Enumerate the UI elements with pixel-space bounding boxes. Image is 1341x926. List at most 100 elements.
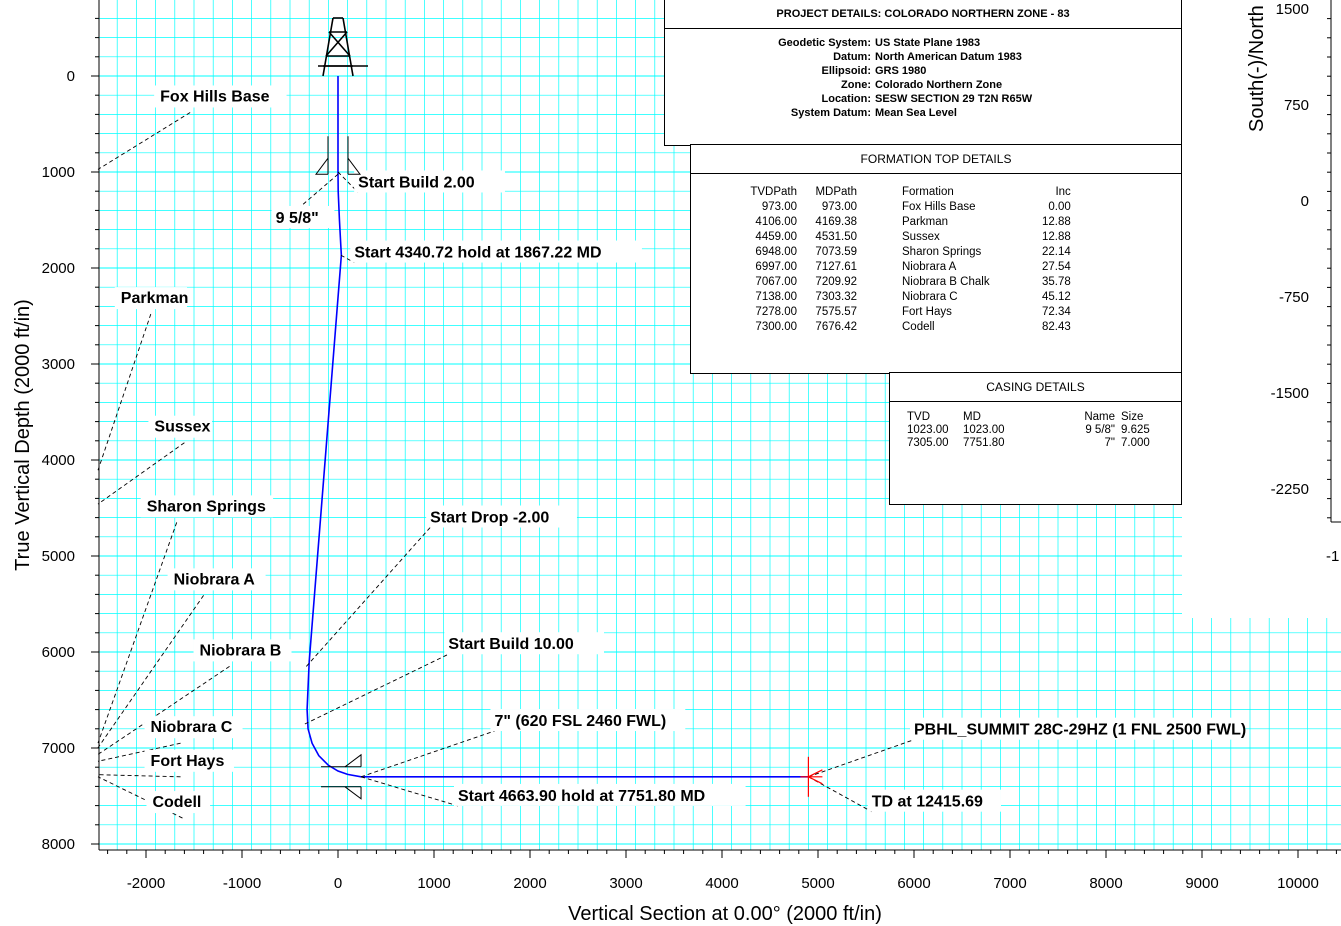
table-cell: Sussex xyxy=(902,231,940,243)
table-cell: 7067.00 xyxy=(755,276,797,288)
formation-label-bg xyxy=(114,287,187,310)
annotation-leader-line xyxy=(808,739,915,778)
annotation-label: Start 4340.72 hold at 1867.22 MD xyxy=(354,245,601,262)
annotation-label-bg xyxy=(271,206,335,228)
x-tick-label: 9000 xyxy=(1185,875,1218,892)
y-tick-label: 3000 xyxy=(42,356,75,373)
y-tick-label: 4000 xyxy=(42,452,75,469)
table-cell: 12.88 xyxy=(1042,216,1071,228)
table-cell: Niobrara A xyxy=(902,261,957,273)
annotation-label-bg xyxy=(867,789,1001,812)
x-tick-label: -2000 xyxy=(127,875,165,892)
project-details-box: PROJECT DETAILS: COLORADO NORTHERN ZONE … xyxy=(664,0,1182,146)
table-cell: 973.00 xyxy=(821,201,857,213)
x-tick-label: 3000 xyxy=(609,875,642,892)
project-key: Zone: xyxy=(841,79,871,91)
formation-label: Parkman xyxy=(121,290,189,307)
table-cell: 1023.00 xyxy=(907,424,949,436)
x-tick-label: 5000 xyxy=(801,875,834,892)
formation-leader-line xyxy=(97,112,191,170)
project-key: Ellipsoid: xyxy=(821,65,872,77)
rig-brace xyxy=(328,31,351,57)
pbhl-target-marker xyxy=(800,756,823,797)
formation-label: Fox Hills Base xyxy=(160,88,269,105)
table-cell: 7300.00 xyxy=(755,321,797,333)
table-cell: 45.12 xyxy=(1042,291,1071,303)
x-tick-label: 6000 xyxy=(897,875,930,892)
casing-shoe-7 xyxy=(321,753,362,800)
formation-leader-line xyxy=(97,595,204,748)
table-cell: 7751.80 xyxy=(963,437,1005,449)
y-tick-label: 6000 xyxy=(42,644,75,661)
formation-leader-line xyxy=(97,774,181,778)
table-row: 4106.00 4169.38 Parkman 12.88 xyxy=(739,215,1071,230)
annotation-label-bg xyxy=(350,240,642,263)
inset-background xyxy=(1220,505,1341,618)
x-tick-label: 4000 xyxy=(705,875,738,892)
table-cell: 973.00 xyxy=(761,201,797,213)
formation-label: Niobrara B xyxy=(200,642,282,659)
casing-details-title: CASING DETAILS xyxy=(890,373,1181,402)
y-tick-label: 7000 xyxy=(42,740,75,757)
table-cell: Niobrara C xyxy=(902,291,958,303)
inset-y-tick-label: 750 xyxy=(1284,97,1309,114)
formation-top-details-title: FORMATION TOP DETAILS xyxy=(691,145,1181,174)
annotation-label: TD at 12415.69 xyxy=(872,794,983,811)
rig-leg-left xyxy=(322,17,334,77)
y-tick-label: 2000 xyxy=(42,260,75,277)
well-path-line xyxy=(306,76,809,778)
table-cell: 7.000 xyxy=(1121,437,1150,449)
annotation-label: Start Drop -2.00 xyxy=(430,510,549,527)
formation-top-details-box: FORMATION TOP DETAILS TVDPath MDPath For… xyxy=(690,144,1182,374)
formation-label: Sharon Springs xyxy=(147,498,266,515)
table-cell: 7575.57 xyxy=(815,306,857,318)
table-row: 7138.00 7303.32 Niobrara C 45.12 xyxy=(739,290,1071,305)
formation-label-bg xyxy=(140,495,274,518)
column-header: TVD xyxy=(907,411,930,423)
table-cell: 4106.00 xyxy=(755,216,797,228)
project-details-title: PROJECT DETAILS: COLORADO NORTHERN ZONE … xyxy=(665,0,1181,29)
table-header-row: TVDPath MDPath Formation Inc xyxy=(739,185,1070,200)
inset-y-tick-label: -2250 xyxy=(1271,481,1309,498)
column-header: MD xyxy=(963,411,981,423)
table-cell: 6997.00 xyxy=(755,261,797,273)
formation-label-bg xyxy=(144,749,234,772)
project-value: SESW SECTION 29 T2N R65W xyxy=(875,93,1033,105)
x-tick-label: 1000 xyxy=(417,875,450,892)
project-value: Mean Sea Level xyxy=(875,107,957,119)
annotation-label-bg xyxy=(490,709,686,732)
y-tick-label: 8000 xyxy=(42,836,75,853)
project-key: Geodetic System: xyxy=(778,37,871,49)
project-key: Location: xyxy=(821,93,872,105)
formation-leader-line xyxy=(97,742,181,762)
table-cell: 9.625 xyxy=(1121,424,1150,436)
project-key: System Datum: xyxy=(790,107,871,119)
rig-brace xyxy=(325,31,348,57)
inset-y-axis-title: South(-)/North xyxy=(1246,5,1268,132)
table-cell: 7303.32 xyxy=(815,291,857,303)
shoe-triangle xyxy=(315,157,329,175)
casing-table: TVD MD Name Size 1023.00 1023.00 9 5/8" 9.6… xyxy=(907,411,1150,450)
table-cell: Fox Hills Base xyxy=(902,201,976,213)
rig-leg-right xyxy=(342,17,354,77)
table-row: 6948.00 7073.59 Sharon Springs 22.14 xyxy=(739,245,1070,260)
project-value: North American Datum 1983 xyxy=(875,51,1022,63)
formation-label: Fort Hays xyxy=(151,753,225,770)
column-header: Size xyxy=(1121,411,1144,423)
formation-label-bg xyxy=(193,639,292,662)
table-cell: 72.34 xyxy=(1042,306,1071,318)
y-axis-title: True Vertical Depth (2000 ft/in) xyxy=(12,299,34,571)
table-cell: 35.78 xyxy=(1042,276,1071,288)
table-cell: 7278.00 xyxy=(755,306,797,318)
table-cell: 7" xyxy=(1104,437,1115,449)
table-cell: Parkman xyxy=(902,216,949,228)
y-tick-label: 1000 xyxy=(42,164,75,181)
table-row: 1023.00 1023.00 9 5/8" 9.625 xyxy=(907,424,1150,437)
x-tick-label: 0 xyxy=(334,875,342,892)
annotation-label-bg xyxy=(454,783,746,806)
table-row: 973.00 973.00 Fox Hills Base 0.00 xyxy=(739,200,1071,215)
table-cell: 7305.00 xyxy=(907,437,949,449)
table-cell: 4459.00 xyxy=(755,231,797,243)
project-value: GRS 1980 xyxy=(875,65,927,77)
